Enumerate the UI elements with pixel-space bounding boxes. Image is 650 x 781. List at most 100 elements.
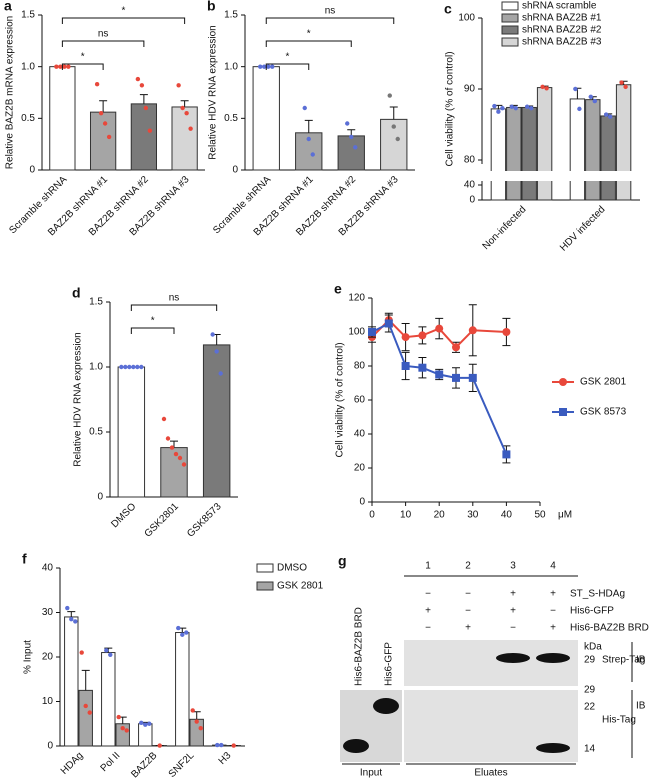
sign: + bbox=[550, 623, 556, 634]
data-point bbox=[395, 136, 400, 142]
data-point bbox=[210, 332, 215, 337]
bar bbox=[160, 447, 188, 498]
data-point bbox=[54, 64, 59, 69]
marker bbox=[418, 331, 427, 340]
y-tick-label: 0 bbox=[359, 497, 365, 508]
data-point bbox=[345, 121, 350, 126]
data-point bbox=[270, 64, 275, 69]
x-tick-label: 40 bbox=[501, 510, 513, 521]
y-axis-label: Relative BAZ2B mRNA expression bbox=[5, 16, 16, 169]
data-point bbox=[391, 124, 396, 129]
data-point bbox=[509, 104, 514, 109]
data-point bbox=[87, 710, 92, 715]
data-point bbox=[176, 625, 181, 631]
panel-label: a bbox=[4, 0, 12, 14]
data-point bbox=[106, 134, 112, 140]
data-point bbox=[157, 743, 162, 748]
bar bbox=[506, 106, 522, 201]
legend-marker bbox=[559, 378, 567, 386]
bar bbox=[117, 366, 146, 498]
bar bbox=[78, 689, 93, 747]
panel-label: e bbox=[334, 281, 342, 297]
input-lane-label: His6-BAZ2B BRD bbox=[354, 607, 365, 686]
sign: − bbox=[465, 589, 471, 600]
data-point bbox=[266, 64, 271, 69]
sign: + bbox=[510, 606, 516, 617]
bar bbox=[138, 723, 153, 747]
data-point bbox=[94, 82, 100, 87]
data-point bbox=[540, 84, 545, 90]
y-tick-label: 0 bbox=[97, 492, 103, 503]
data-point bbox=[119, 364, 124, 370]
legend-label: shRNA BAZ2B #1 bbox=[522, 13, 602, 24]
legend-label: DMSO bbox=[277, 563, 307, 574]
legend-swatch bbox=[256, 563, 274, 573]
data-point bbox=[353, 145, 358, 150]
y-tick-label: 0.5 bbox=[224, 113, 238, 124]
y-axis-label: Relative HDV RNA expression bbox=[208, 25, 219, 160]
legend-swatch bbox=[256, 581, 274, 591]
significance-bracket bbox=[130, 327, 175, 334]
y-tick-label: 1.5 bbox=[89, 297, 103, 308]
marker-label: 29 bbox=[584, 655, 596, 666]
bar bbox=[175, 632, 190, 747]
data-point bbox=[62, 64, 67, 69]
significance-bracket bbox=[265, 63, 310, 70]
data-point bbox=[165, 436, 171, 441]
x-tick-label: DMSO bbox=[109, 501, 138, 530]
panel-label: f bbox=[22, 551, 27, 567]
x-tick-label: Pol II bbox=[99, 750, 123, 774]
data-point bbox=[544, 86, 549, 91]
bar bbox=[130, 103, 158, 171]
band bbox=[373, 698, 399, 714]
significance-label: * bbox=[151, 316, 155, 327]
panel-label: c bbox=[444, 1, 452, 17]
x-tick-label: HDV infected bbox=[558, 204, 607, 253]
y-tick-label: 80 bbox=[464, 155, 476, 166]
data-point bbox=[83, 703, 88, 709]
band bbox=[496, 653, 530, 663]
lane-number: 2 bbox=[465, 561, 471, 572]
y-tick-label: 0.5 bbox=[21, 113, 35, 124]
marker bbox=[401, 362, 410, 370]
data-point bbox=[135, 76, 141, 82]
sign: − bbox=[465, 606, 471, 617]
data-point bbox=[79, 650, 84, 655]
x-tick-label: 20 bbox=[434, 510, 446, 521]
y-tick-label: 90 bbox=[464, 84, 476, 95]
significance-label: * bbox=[122, 6, 126, 17]
marker-label: 29 bbox=[584, 685, 596, 696]
data-point bbox=[492, 103, 497, 109]
bar bbox=[89, 111, 117, 171]
y-tick-label: 30 bbox=[42, 607, 54, 618]
significance-label: ns bbox=[325, 6, 336, 17]
data-point bbox=[302, 105, 307, 111]
data-point bbox=[306, 136, 311, 142]
data-point bbox=[176, 83, 181, 88]
x-tick-label: 50 bbox=[534, 510, 546, 521]
data-point bbox=[262, 64, 267, 69]
significance-bracket bbox=[61, 40, 145, 47]
y-tick-label: 1.0 bbox=[89, 362, 103, 373]
y-axis-label: Cell viability (% of control) bbox=[445, 51, 456, 166]
bar bbox=[490, 108, 507, 201]
data-point bbox=[147, 128, 153, 133]
significance-bracket bbox=[265, 40, 352, 47]
significance-label: * bbox=[286, 52, 290, 63]
method-label: IB bbox=[636, 655, 646, 666]
data-point bbox=[214, 349, 219, 354]
legend-swatch bbox=[501, 25, 519, 35]
sign: − bbox=[425, 623, 431, 634]
legend-label: GSK 8573 bbox=[580, 407, 627, 418]
sign: − bbox=[510, 623, 516, 634]
data-point bbox=[525, 104, 530, 109]
data-point bbox=[198, 726, 203, 731]
band bbox=[343, 739, 369, 753]
legend-swatch bbox=[501, 13, 519, 23]
data-point bbox=[58, 64, 63, 69]
marker-label: 14 bbox=[584, 744, 596, 755]
x-tick-label: 0 bbox=[369, 510, 375, 521]
bar bbox=[64, 616, 79, 747]
data-point bbox=[173, 451, 179, 457]
